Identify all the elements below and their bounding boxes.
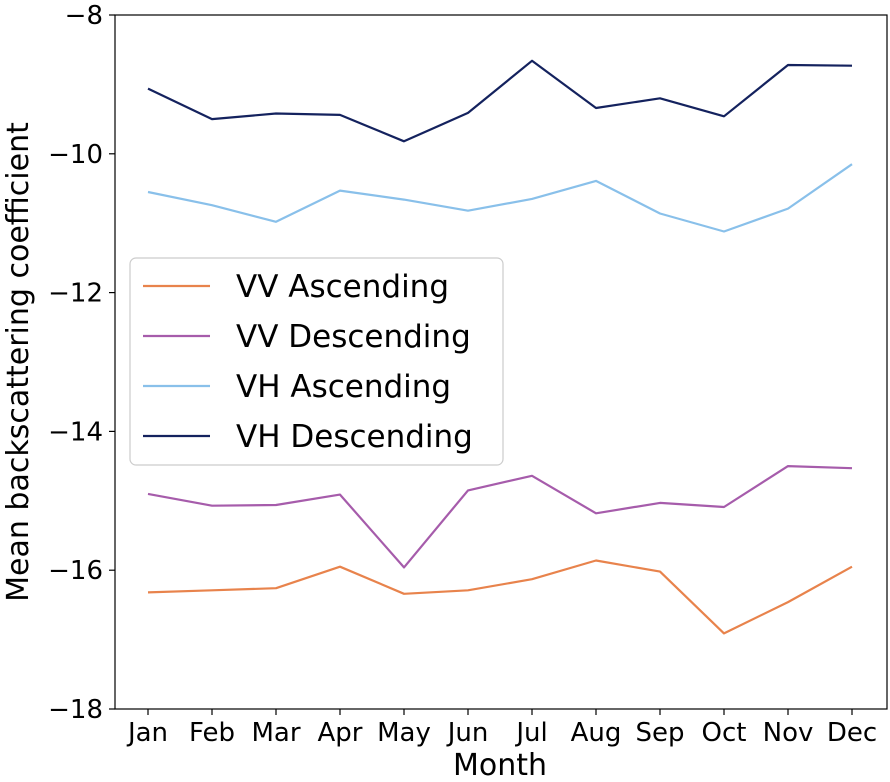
y-tick-label: −16 — [48, 556, 103, 586]
y-tick-label: −12 — [48, 279, 103, 309]
x-tick-label: Apr — [318, 718, 363, 748]
x-tick-label: Dec — [827, 718, 877, 748]
y-tick-label: −14 — [48, 417, 103, 447]
x-tick-label: Aug — [571, 718, 622, 748]
legend-label: VV Descending — [236, 319, 471, 355]
x-tick-label: Jan — [126, 718, 168, 748]
x-tick-label: Jun — [446, 718, 489, 748]
legend-label: VV Ascending — [236, 269, 449, 305]
y-axis: −18 −16 −14 −12 −10 −8 — [48, 1, 115, 725]
y-tick-label: −10 — [48, 140, 103, 170]
y-tick-label: −18 — [48, 695, 103, 725]
y-tick-label: −8 — [65, 1, 103, 31]
legend-box — [129, 257, 504, 466]
x-tick-label: May — [377, 718, 431, 748]
series-line-vh-descending — [147, 59, 853, 143]
legend-label: VH Descending — [236, 419, 473, 455]
series-line-vh-ascending — [147, 163, 853, 233]
series-lines — [147, 59, 853, 635]
x-tick-label: Mar — [251, 718, 300, 748]
x-tick-label: Sep — [635, 718, 684, 748]
x-tick-label: Nov — [763, 718, 814, 748]
x-axis: Jan Feb Mar Apr May Jun Jul Aug Sep Oct Nov Dec — [126, 709, 877, 748]
x-tick-label: Feb — [189, 718, 235, 748]
y-axis-label: Mean backscattering coefficient — [1, 122, 36, 602]
x-tick-label: Jul — [514, 718, 547, 748]
legend: VV Ascending VV Descending VH Ascending VH … — [129, 257, 504, 466]
plot-frame — [114, 14, 888, 710]
series-line-vv-descending — [147, 465, 853, 569]
x-tick-label: Oct — [702, 718, 747, 748]
legend-label: VH Ascending — [236, 369, 451, 405]
x-axis-label: Month — [453, 748, 547, 782]
series-line-vv-ascending — [147, 559, 853, 635]
